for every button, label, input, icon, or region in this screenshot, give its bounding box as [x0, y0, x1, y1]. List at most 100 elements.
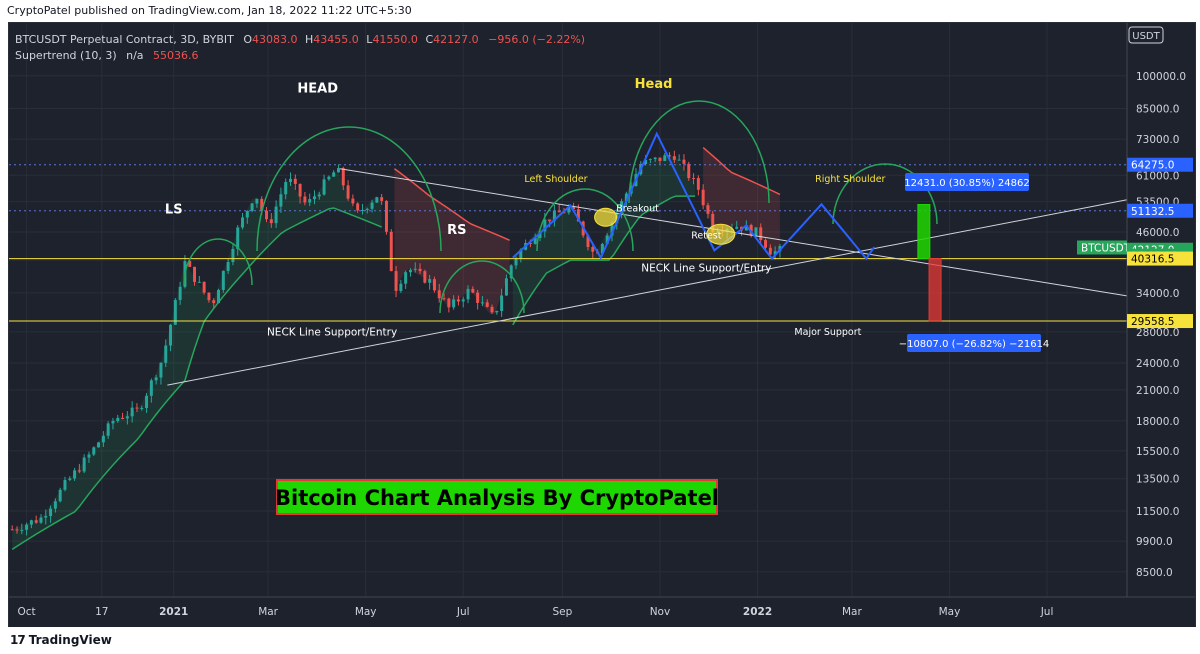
currency-badge[interactable]: USDT [1128, 26, 1164, 44]
price-axis-label: 40316.5 [1127, 251, 1193, 266]
annotation-label: RS [447, 223, 466, 238]
supertrend-line [512, 195, 696, 326]
candle-body [538, 231, 542, 238]
drawings [9, 100, 1128, 386]
candle-body [58, 489, 62, 502]
time-tick-label: Oct [18, 606, 36, 618]
candle-body [231, 248, 235, 263]
candle-body [380, 197, 384, 201]
tradingview-logo[interactable]: 17 TradingView [10, 633, 112, 647]
price-tick-label: 8500.0 [1136, 567, 1173, 579]
annotation-label: Major Support [794, 327, 861, 338]
title-banner: Bitcoin Chart Analysis By CryptoPatel [275, 479, 719, 515]
candle-body [504, 278, 508, 296]
candle-body [682, 159, 686, 164]
candle-body [413, 268, 417, 270]
candle-body [77, 470, 81, 472]
candle-body [332, 172, 336, 177]
candle-body [25, 524, 29, 530]
candle-body [404, 272, 408, 284]
supertrend-fill [512, 155, 696, 325]
candle-body [701, 189, 705, 206]
candle-body [298, 183, 302, 197]
annotation-label: Left Shoulder [524, 174, 587, 185]
candle-body [610, 223, 614, 236]
measure-up-label: 12431.0 (30.85%) 24862 [904, 173, 1030, 191]
price-tick-label: 46000.0 [1136, 227, 1179, 239]
candle-body [668, 155, 672, 157]
chart-background [9, 23, 1195, 628]
annotation-label: Right Shoulder [815, 174, 885, 185]
candle-body [308, 199, 312, 203]
candle-body [677, 159, 681, 161]
time-axis[interactable]: Oct 17 2021 Mar May Jul Sep Nov 2022 Mar May Jul [9, 596, 1195, 618]
candle-body [557, 210, 561, 213]
candle-body [576, 209, 580, 222]
measure-up-text: 12431.0 (30.85%) 24862 [904, 178, 1029, 189]
candle-body [313, 196, 316, 200]
chart-title: Bitcoin Chart Analysis By CryptoPatel [275, 486, 719, 510]
supertrend-fill [394, 168, 510, 315]
supertrend-line [702, 146, 781, 196]
legend-c-label: C [425, 33, 433, 46]
candle-body [423, 271, 427, 283]
legend-high: 43455.0 [313, 33, 359, 46]
candle-body [514, 258, 518, 266]
chart-frame[interactable]: 12431.0 (30.85%) 24862 −10807.0 (−26.82%)… [8, 22, 1196, 629]
price-axis-label-text: 29558.5 [1131, 316, 1174, 328]
candle-body [384, 200, 388, 232]
price-axis-label-bg [1127, 314, 1193, 329]
price-axis[interactable]: 100000.085000.073000.061000.053500.04600… [1126, 23, 1186, 597]
left-shoulder-arc [536, 188, 634, 252]
annotation-label: NECK Line Support/Entry [641, 263, 771, 275]
candle-body [375, 197, 379, 203]
candle-body [63, 479, 67, 490]
candle-body [471, 288, 475, 293]
time-tick-label: Jul [1040, 606, 1054, 618]
candle-body [317, 194, 321, 197]
tradingview-logo-text: TradingView [28, 633, 112, 647]
candle-body [711, 213, 715, 232]
candle-body [696, 178, 700, 190]
candle-body [519, 249, 523, 259]
breakout-marker [594, 207, 618, 227]
candle-body [644, 159, 648, 165]
candle-body [360, 210, 364, 212]
candle-body [476, 292, 480, 303]
candle-body [111, 420, 115, 424]
price-tick-label: 21000.0 [1136, 385, 1179, 397]
price-axis-label-text: BTCUSDT [1081, 242, 1131, 254]
price-axis-label: 51132.5 [1127, 203, 1193, 218]
price-tick-label: 34000.0 [1136, 288, 1179, 300]
candle-body [768, 247, 772, 255]
candle-body [773, 251, 777, 255]
candle-body [221, 270, 225, 290]
candle-body [735, 226, 739, 229]
candle-body [101, 435, 105, 443]
legend-h-label: H [305, 33, 313, 46]
publisher-text: CryptoPatel published on TradingView.com… [7, 4, 412, 17]
price-tick-label: 28000.0 [1136, 327, 1179, 339]
candle-body [528, 242, 532, 244]
candle-body [207, 292, 211, 301]
price-axis-label-text: 40316.5 [1131, 254, 1174, 266]
candle-body [706, 205, 710, 214]
candle-body [82, 457, 86, 472]
legend-close: 42127.0 [433, 33, 479, 46]
legend-symbol: BTCUSDT Perpetual Contract, 3D, BYBIT [15, 33, 234, 46]
price-axis-label: BTCUSDT [1077, 240, 1131, 255]
candle-body [447, 298, 451, 308]
candle-body [269, 219, 273, 224]
candle-body [567, 206, 571, 213]
candle-body [293, 178, 297, 184]
candle-body [346, 185, 350, 199]
indicator-line: Supertrend (10, 3) n/a 55036.6 [15, 49, 199, 62]
supertrend-line [394, 168, 510, 241]
annotation-label: HEAD [297, 82, 338, 97]
candle-body [509, 265, 513, 279]
candle-body [279, 194, 283, 207]
rs-arc [439, 260, 525, 314]
price-chart[interactable]: 12431.0 (30.85%) 24862 −10807.0 (−26.82%)… [9, 23, 1195, 628]
price-tick-label: 18000.0 [1136, 416, 1179, 428]
candle-body [202, 281, 206, 293]
